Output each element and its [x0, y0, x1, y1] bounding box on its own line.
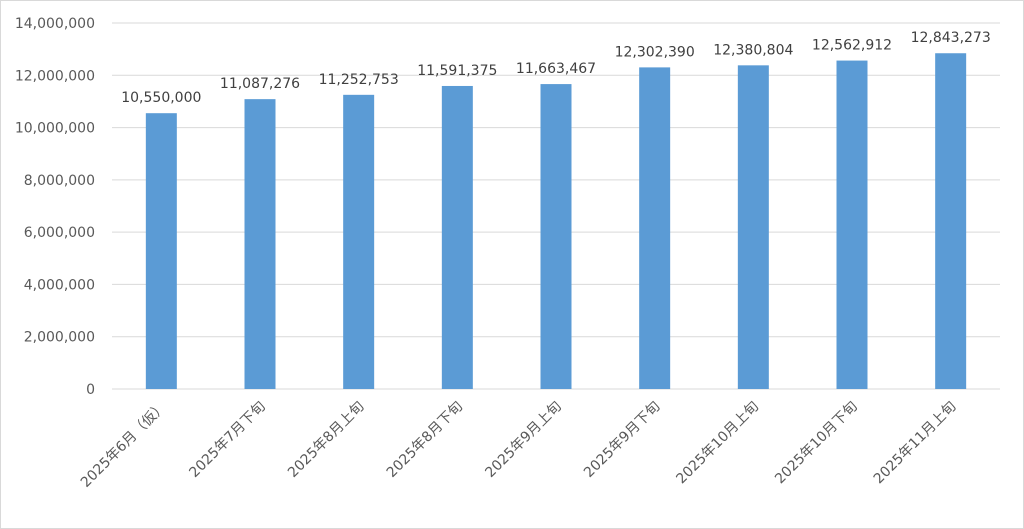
- bar: [836, 60, 868, 390]
- x-tick-label: 2025年8月上旬: [285, 399, 367, 481]
- x-tick-label: 2025年9月下旬: [581, 399, 663, 481]
- data-label: 11,252,753: [319, 72, 399, 88]
- x-tick-label: 2025年8月下旬: [384, 399, 466, 481]
- y-tick-label: 12,000,000: [15, 68, 95, 84]
- y-tick-label: 4,000,000: [24, 277, 95, 293]
- y-axis-tick-labels: 0 2,000,000 4,000,000 6,000,000 8,000,000 10,…: [15, 16, 95, 398]
- x-tick-label: 2025年9月上旬: [482, 399, 564, 481]
- y-tick-label: 10,000,000: [15, 121, 95, 137]
- bar: [737, 65, 769, 389]
- y-tick-label: 14,000,000: [15, 16, 95, 32]
- x-tick-label: 2025年11月上旬: [871, 399, 960, 488]
- x-axis-tick-labels: 2025年6月（仮） 2025年7月下旬 2025年8月上旬 2025年8月下旬 202…: [78, 399, 960, 491]
- bar: [935, 53, 967, 390]
- x-tick-label: 2025年10月上旬: [673, 399, 762, 488]
- x-tick-label: 2025年6月（仮）: [78, 399, 170, 491]
- y-tick-label: 2,000,000: [24, 330, 95, 346]
- x-tick-label: 2025年7月下旬: [186, 399, 268, 481]
- data-label: 12,843,273: [911, 30, 991, 46]
- data-label: 11,591,375: [417, 63, 497, 79]
- bar: [639, 67, 671, 390]
- data-label: 11,663,467: [516, 61, 596, 77]
- x-tick-label: 2025年10月下旬: [772, 399, 861, 488]
- y-tick-label: 8,000,000: [24, 173, 95, 189]
- bar: [145, 113, 177, 389]
- bar: [540, 84, 572, 389]
- bars: [145, 53, 967, 390]
- y-tick-label: 6,000,000: [24, 225, 95, 241]
- data-label: 12,380,804: [713, 42, 793, 58]
- data-label: 12,302,390: [615, 44, 695, 60]
- data-label: 12,562,912: [812, 38, 892, 54]
- data-label: 10,550,000: [121, 90, 201, 106]
- bar: [441, 85, 473, 390]
- data-labels: 10,550,000 11,087,276 11,252,753 11,591,375…: [121, 30, 991, 106]
- bar: [343, 94, 375, 389]
- bar: [244, 99, 276, 390]
- data-label: 11,087,276: [220, 76, 300, 92]
- y-tick-label: 0: [86, 382, 95, 398]
